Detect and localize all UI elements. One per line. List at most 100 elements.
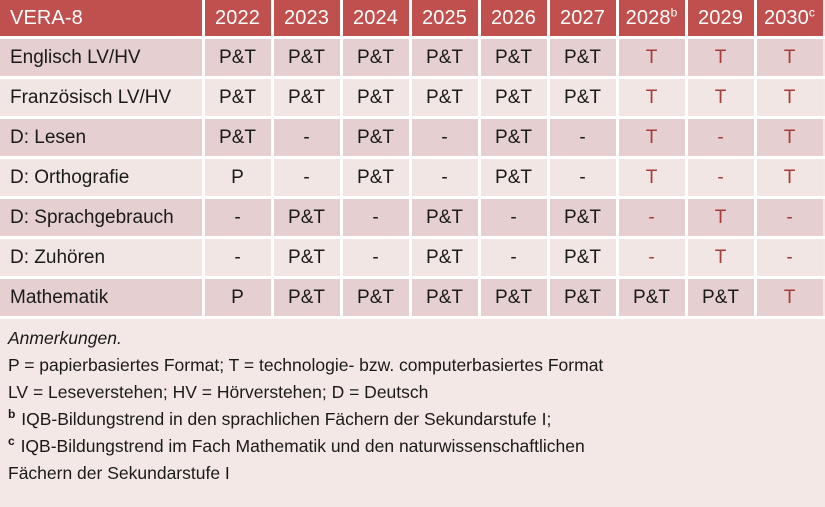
cell-2027: P&T [548,37,619,79]
note-text: Fächern der Sekundarstufe I [8,463,230,483]
table-row: D: Zuhören - P&T - P&T - P&T - T - [0,237,825,279]
cell-2022: - [203,197,274,239]
header-corner-label: VERA-8 [0,0,205,39]
table-body: Englisch LV/HV P&T P&T P&T P&T P&T P&T T T T Franz… [0,37,825,319]
column-header-2027: 2027 [548,0,619,39]
column-header-2022: 2022 [203,0,274,39]
column-header-2026: 2026 [479,0,550,39]
year-label: 2026 [491,6,536,29]
table-row: D: Orthografie P - P&T - P&T - T - T [0,157,825,199]
cell-2030: T [755,117,825,159]
note-line: P = papierbasiertes Format; T = technolo… [8,352,817,379]
cell-2028: T [617,37,688,79]
column-header-2024: 2024 [341,0,412,39]
cell-2022: - [203,237,274,279]
cell-2025: P&T [410,277,481,319]
cell-2024: P&T [341,277,412,319]
column-header-2028: 2028b [617,0,688,39]
cell-2025: P&T [410,37,481,79]
cell-2023: P&T [272,37,343,79]
note-line: Fächern der Sekundarstufe I [8,460,817,487]
cell-2026: P&T [479,117,550,159]
cell-2024: P&T [341,157,412,199]
column-header-2029: 2029 [686,0,757,39]
cell-2024: P&T [341,77,412,119]
cell-2028: P&T [617,277,688,319]
row-label: Mathematik [0,277,205,319]
cell-2026: P&T [479,77,550,119]
table-row: Mathematik P P&T P&T P&T P&T P&T P&T P&T T [0,277,825,319]
footnote-marker-c: c [8,434,15,449]
cell-2029: P&T [686,277,757,319]
header-row: VERA-8 2022 2023 2024 2025 2026 2027 202… [0,0,825,39]
cell-2022: P [203,157,274,199]
note-line: b IQB-Bildungstrend in den sprachlichen … [8,406,817,433]
cell-2029: T [686,197,757,239]
table-row: D: Sprachgebrauch - P&T - P&T - P&T - T - [0,197,825,239]
year-label: 2029 [698,6,743,29]
cell-2022: P&T [203,37,274,79]
table-row: Englisch LV/HV P&T P&T P&T P&T P&T P&T T T T [0,37,825,79]
footnote-marker-c: c [808,4,815,19]
column-header-2023: 2023 [272,0,343,39]
cell-2026: P&T [479,277,550,319]
cell-2025: P&T [410,197,481,239]
year-label: 2022 [215,6,260,29]
cell-2030: T [755,277,825,319]
cell-2028: T [617,117,688,159]
cell-2025: - [410,157,481,199]
cell-2028: T [617,77,688,119]
note-text: IQB-Bildungstrend im Fach Mathematik und… [20,436,585,456]
cell-2027: - [548,157,619,199]
cell-2023: P&T [272,277,343,319]
cell-2027: P&T [548,277,619,319]
notes-lines: P = papierbasiertes Format; T = technolo… [8,352,817,487]
cell-2023: - [272,117,343,159]
cell-2027: P&T [548,77,619,119]
cell-2024: P&T [341,37,412,79]
cell-2024: - [341,197,412,239]
row-label: Englisch LV/HV [0,37,205,79]
row-label: D: Orthografie [0,157,205,199]
cell-2024: P&T [341,117,412,159]
cell-2029: T [686,237,757,279]
table-row: Französisch LV/HV P&T P&T P&T P&T P&T P&T T T T [0,77,825,119]
cell-2029: T [686,77,757,119]
cell-2026: P&T [479,37,550,79]
cell-2024: - [341,237,412,279]
note-line: LV = Leseverstehen; HV = Hörverstehen; D… [8,379,817,406]
year-label: 2027 [560,6,605,29]
column-header-2030: 2030c [755,0,825,39]
cell-2026: - [479,237,550,279]
cell-2028: T [617,157,688,199]
year-label: 2030 [763,6,809,29]
note-text: P = papierbasiertes Format; T = technolo… [8,355,604,375]
column-header-2025: 2025 [410,0,481,39]
cell-2023: P&T [272,237,343,279]
year-label: 2028 [625,6,671,29]
cell-2029: - [686,117,757,159]
cell-2030: - [755,237,825,279]
row-label: D: Lesen [0,117,205,159]
footnote-marker-b: b [8,407,16,422]
cell-2027: P&T [548,237,619,279]
cell-2023: P&T [272,197,343,239]
year-label: 2023 [284,6,329,29]
cell-2027: - [548,117,619,159]
cell-2022: P [203,277,274,319]
row-label: D: Sprachgebrauch [0,197,205,239]
cell-2022: P&T [203,117,274,159]
row-label: D: Zuhören [0,237,205,279]
vera8-schedule-table: VERA-8 2022 2023 2024 2025 2026 2027 202… [0,0,825,319]
year-label: 2024 [353,6,398,29]
cell-2030: T [755,77,825,119]
note-text: LV = Leseverstehen; HV = Hörverstehen; D… [8,382,429,402]
notes-section: Anmerkungen. P = papierbasiertes Format;… [0,319,825,487]
cell-2026: P&T [479,157,550,199]
cell-2025: - [410,117,481,159]
table-header: VERA-8 2022 2023 2024 2025 2026 2027 202… [0,0,825,39]
cell-2030: T [755,37,825,79]
cell-2030: T [755,157,825,199]
cell-2022: P&T [203,77,274,119]
table-row: D: Lesen P&T - P&T - P&T - T - T [0,117,825,159]
